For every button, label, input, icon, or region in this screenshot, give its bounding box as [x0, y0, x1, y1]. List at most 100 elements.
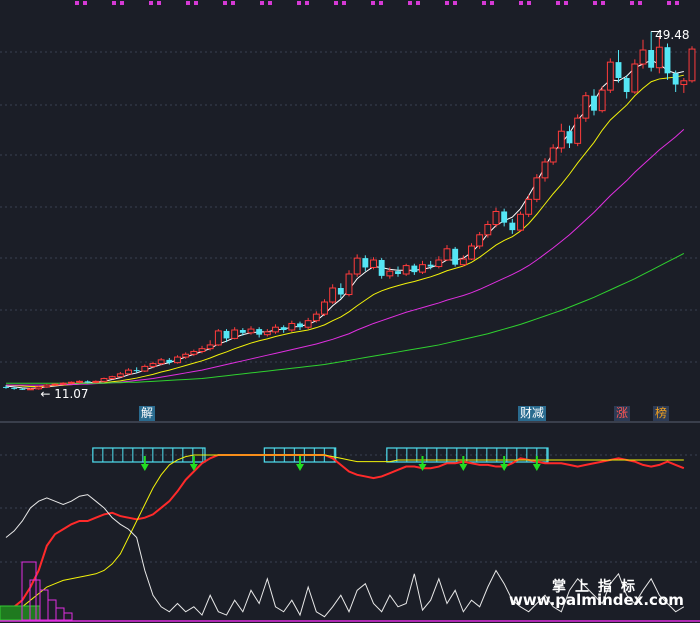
candle-body-down	[648, 50, 655, 68]
candle-body-up	[557, 130, 565, 149]
top-dot	[556, 1, 560, 5]
down-arrow-icon	[500, 464, 509, 471]
top-dot	[75, 1, 79, 5]
down-arrow-icon	[189, 464, 198, 471]
down-arrow-icon	[418, 464, 427, 471]
high-price-label: 49.48	[655, 27, 690, 42]
hist-magenta-2	[39, 589, 49, 621]
candle-body-up	[468, 245, 475, 260]
candle-body-up	[92, 380, 100, 383]
candle-body-down	[19, 388, 26, 390]
top-dot	[334, 1, 338, 5]
candle-body-down	[84, 381, 91, 383]
ma-line-yellow	[5, 74, 684, 387]
candle-body-up	[198, 348, 206, 352]
down-arrow-icon	[296, 464, 304, 471]
signal-marker-bang: 榜	[653, 406, 670, 421]
candle-body-up	[549, 147, 557, 163]
top-dot	[564, 1, 568, 5]
candle-body-up	[100, 378, 108, 382]
top-dot	[231, 1, 235, 5]
candle-body-down	[427, 264, 434, 267]
candle-body-up	[174, 356, 181, 364]
candle-body-up	[459, 258, 467, 266]
candle-body-up	[598, 89, 606, 112]
top-dot	[268, 1, 272, 5]
hist-magenta-3	[47, 599, 57, 621]
candle-body-down	[166, 359, 173, 363]
top-dot	[305, 1, 309, 5]
top-dot	[297, 1, 301, 5]
low-price-value: 11.07	[54, 387, 89, 401]
candle-body-down	[239, 330, 246, 333]
top-dot	[260, 1, 264, 5]
candle-body-down	[11, 387, 18, 389]
hist-magenta-5	[63, 612, 73, 621]
candle-body-down	[297, 323, 303, 328]
candle-body-up	[51, 383, 59, 386]
candle-body-up	[35, 386, 43, 390]
down-arrow-icon	[532, 464, 541, 471]
candle-body-down	[256, 329, 263, 335]
candle-body-up	[59, 382, 67, 385]
ma-line-green	[6, 253, 685, 384]
candle-body-up	[125, 369, 132, 375]
candle-body-up	[419, 264, 426, 273]
candle-body-down	[362, 258, 369, 268]
candle-body-down	[223, 330, 230, 339]
candle-body-up	[345, 273, 353, 296]
top-dot	[638, 1, 642, 5]
candle-body-down	[623, 78, 630, 92]
candle-body-up	[108, 376, 116, 380]
sub-line-white	[5, 494, 685, 618]
top-dot	[408, 1, 412, 5]
candle-body-up	[476, 234, 484, 247]
candle-body-up	[574, 117, 582, 144]
candle-body-up	[533, 177, 541, 200]
candle-body-up	[312, 313, 320, 322]
candle-body-down	[452, 248, 459, 265]
top-dot	[601, 1, 605, 5]
top-dot	[120, 1, 124, 5]
signal-box-0	[92, 447, 206, 463]
candle-body-up	[272, 326, 279, 333]
watermark-cn: 掌上指标	[552, 579, 644, 595]
candle-body-up	[582, 95, 590, 119]
signal-marker-zhang: 涨	[614, 406, 631, 421]
candle-body-up	[182, 353, 190, 358]
candle-body-up	[435, 259, 443, 268]
candle-body-up	[206, 344, 214, 350]
candle-body-up	[288, 322, 296, 331]
down-arrow-icon	[459, 464, 468, 471]
top-dot	[83, 1, 87, 5]
candle-body-up	[247, 328, 255, 334]
candle-body-up	[680, 80, 688, 86]
top-dot	[490, 1, 494, 5]
candle-body-up	[231, 329, 239, 339]
candle-body-up	[525, 198, 533, 215]
candle-body-up	[631, 63, 639, 93]
candle-body-up	[484, 224, 492, 236]
candle-body-down	[133, 370, 140, 372]
sub-line-yellow	[5, 454, 684, 616]
candle-body-up	[67, 381, 75, 384]
candle-body-up	[329, 287, 337, 303]
ma-line-magenta	[6, 128, 685, 386]
candle-body-up	[190, 350, 198, 355]
low-price-label: ← 11.07	[40, 387, 89, 401]
candle-body-up	[76, 380, 83, 383]
candle-body-up	[639, 49, 647, 65]
candle-body-down	[566, 131, 573, 144]
candle-body-down	[501, 211, 508, 223]
top-dot	[667, 1, 671, 5]
candle-body-up	[116, 373, 124, 378]
candle-body-up	[606, 61, 614, 91]
candle-body-up	[370, 259, 377, 268]
top-dot	[630, 1, 634, 5]
candle-body-up	[541, 161, 549, 179]
candle-body-down	[378, 260, 385, 276]
sub-line-red	[5, 454, 685, 613]
hist-magenta-4	[55, 607, 65, 621]
top-dot	[445, 1, 449, 5]
watermark-url: www.palmindex.com	[509, 591, 684, 609]
